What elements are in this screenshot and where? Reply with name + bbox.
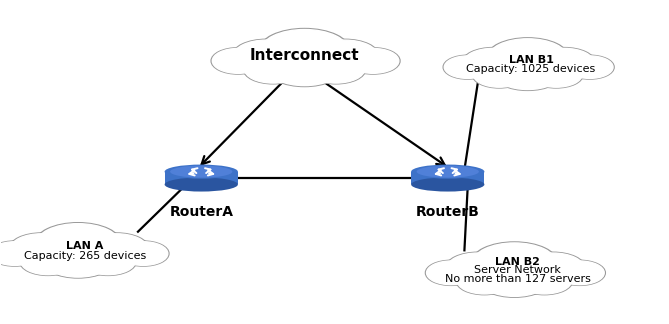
Circle shape bbox=[0, 241, 40, 266]
Circle shape bbox=[232, 40, 300, 72]
Text: No more than 127 servers: No more than 127 servers bbox=[445, 274, 591, 284]
Text: RouterA: RouterA bbox=[169, 205, 233, 219]
Circle shape bbox=[85, 233, 149, 264]
Ellipse shape bbox=[417, 166, 479, 178]
Circle shape bbox=[472, 243, 557, 284]
Circle shape bbox=[81, 249, 135, 275]
Circle shape bbox=[567, 56, 613, 78]
Circle shape bbox=[566, 55, 613, 79]
Ellipse shape bbox=[165, 165, 238, 179]
Circle shape bbox=[555, 260, 605, 285]
Text: Capacity: 265 devices: Capacity: 265 devices bbox=[23, 251, 146, 261]
Circle shape bbox=[312, 40, 379, 72]
Circle shape bbox=[530, 62, 583, 87]
Ellipse shape bbox=[165, 178, 238, 191]
Circle shape bbox=[308, 56, 365, 83]
Circle shape bbox=[521, 253, 585, 284]
Circle shape bbox=[347, 49, 399, 73]
Circle shape bbox=[486, 38, 569, 78]
Circle shape bbox=[534, 48, 595, 77]
Circle shape bbox=[118, 241, 169, 266]
Circle shape bbox=[266, 49, 343, 86]
Ellipse shape bbox=[411, 178, 484, 191]
Circle shape bbox=[260, 29, 349, 72]
Text: Capacity: 1025 devices: Capacity: 1025 devices bbox=[466, 64, 595, 75]
Circle shape bbox=[212, 49, 264, 73]
Circle shape bbox=[267, 50, 342, 86]
Circle shape bbox=[522, 253, 584, 283]
Circle shape bbox=[41, 242, 114, 278]
Circle shape bbox=[471, 242, 558, 284]
Circle shape bbox=[21, 249, 75, 275]
Ellipse shape bbox=[170, 166, 232, 178]
Circle shape bbox=[531, 62, 582, 87]
Circle shape bbox=[456, 267, 512, 294]
Circle shape bbox=[20, 248, 76, 275]
Circle shape bbox=[444, 56, 491, 78]
Circle shape bbox=[347, 48, 399, 74]
Circle shape bbox=[493, 56, 563, 90]
Circle shape bbox=[517, 268, 571, 294]
Text: LAN B1: LAN B1 bbox=[508, 55, 553, 65]
Circle shape bbox=[555, 261, 604, 285]
Circle shape bbox=[211, 48, 265, 74]
Text: Server Network: Server Network bbox=[474, 265, 561, 275]
Circle shape bbox=[118, 242, 168, 265]
Circle shape bbox=[42, 243, 114, 277]
Text: LAN B2: LAN B2 bbox=[495, 257, 540, 267]
Circle shape bbox=[494, 57, 561, 89]
Circle shape bbox=[80, 248, 136, 275]
Circle shape bbox=[457, 268, 512, 294]
Circle shape bbox=[306, 55, 365, 84]
Circle shape bbox=[9, 233, 74, 264]
Circle shape bbox=[479, 262, 550, 296]
Circle shape bbox=[464, 48, 522, 77]
Circle shape bbox=[427, 261, 476, 285]
Circle shape bbox=[444, 55, 492, 79]
Circle shape bbox=[516, 267, 573, 294]
Circle shape bbox=[425, 260, 476, 285]
Circle shape bbox=[86, 234, 148, 264]
Circle shape bbox=[312, 40, 378, 72]
Circle shape bbox=[446, 253, 510, 284]
Text: RouterB: RouterB bbox=[416, 205, 480, 219]
Circle shape bbox=[244, 55, 302, 84]
Ellipse shape bbox=[411, 165, 484, 179]
Circle shape bbox=[0, 242, 39, 265]
Circle shape bbox=[36, 224, 120, 264]
Circle shape bbox=[462, 48, 523, 77]
Circle shape bbox=[35, 223, 121, 265]
Circle shape bbox=[10, 234, 72, 264]
Polygon shape bbox=[411, 172, 484, 184]
Circle shape bbox=[488, 39, 567, 77]
Polygon shape bbox=[165, 172, 238, 184]
Circle shape bbox=[535, 48, 594, 77]
Circle shape bbox=[245, 56, 302, 83]
Circle shape bbox=[478, 261, 551, 297]
Circle shape bbox=[233, 40, 298, 72]
Text: LAN A: LAN A bbox=[66, 241, 103, 251]
Circle shape bbox=[472, 62, 526, 87]
Circle shape bbox=[259, 29, 350, 73]
Circle shape bbox=[474, 62, 525, 87]
Circle shape bbox=[447, 253, 508, 283]
Text: Interconnect: Interconnect bbox=[250, 48, 359, 63]
